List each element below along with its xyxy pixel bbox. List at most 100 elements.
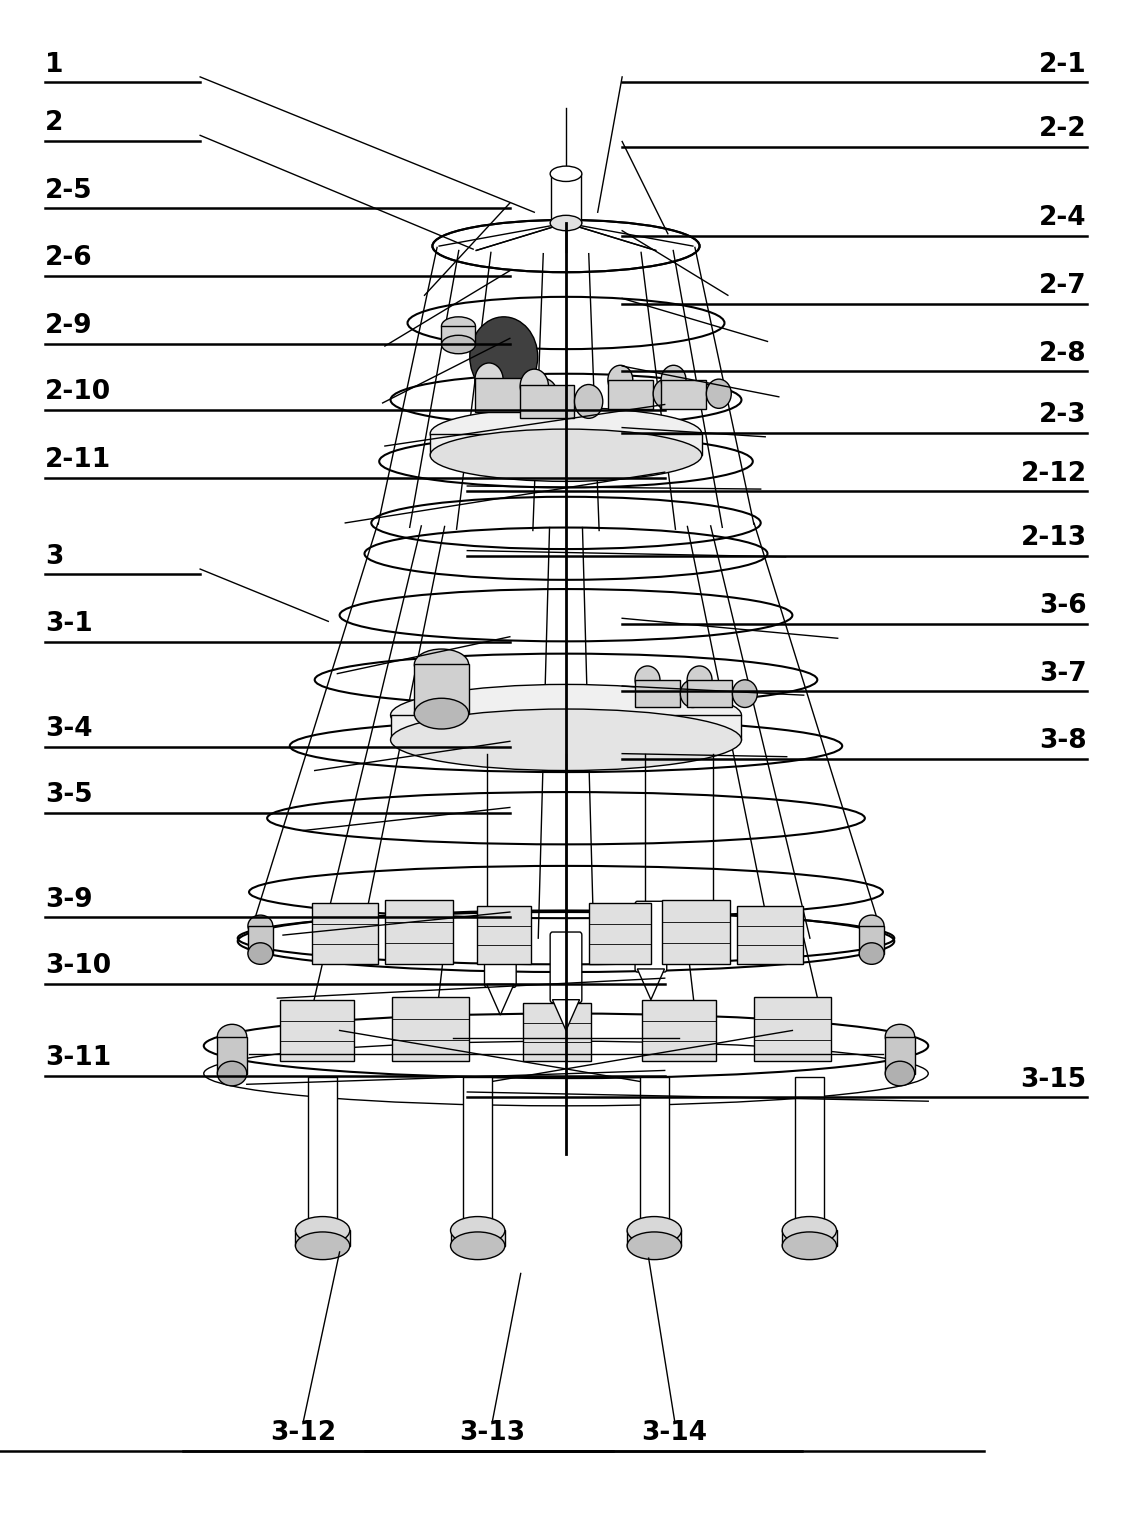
Ellipse shape — [661, 365, 686, 395]
Text: 2-5: 2-5 — [45, 178, 93, 203]
Ellipse shape — [687, 666, 712, 694]
FancyBboxPatch shape — [687, 680, 732, 707]
Text: 3-9: 3-9 — [45, 887, 93, 912]
Text: 3-6: 3-6 — [1039, 594, 1087, 618]
Polygon shape — [487, 984, 514, 1015]
FancyBboxPatch shape — [782, 1230, 837, 1246]
Ellipse shape — [520, 369, 548, 403]
FancyBboxPatch shape — [391, 715, 741, 740]
FancyBboxPatch shape — [550, 932, 582, 1003]
FancyBboxPatch shape — [217, 1037, 247, 1074]
Text: 2-2: 2-2 — [1039, 117, 1087, 141]
FancyBboxPatch shape — [392, 997, 469, 1061]
Text: 1: 1 — [45, 52, 63, 77]
Ellipse shape — [653, 378, 678, 409]
FancyBboxPatch shape — [551, 174, 581, 223]
Text: 3-15: 3-15 — [1021, 1067, 1087, 1092]
FancyBboxPatch shape — [635, 901, 667, 972]
FancyBboxPatch shape — [643, 1000, 717, 1061]
Ellipse shape — [732, 680, 757, 707]
FancyBboxPatch shape — [754, 997, 831, 1061]
FancyBboxPatch shape — [248, 926, 273, 954]
Text: 3-7: 3-7 — [1039, 661, 1087, 686]
Text: 2-9: 2-9 — [45, 314, 93, 338]
Ellipse shape — [248, 915, 273, 937]
Text: 2-6: 2-6 — [45, 246, 93, 271]
Ellipse shape — [217, 1061, 247, 1086]
FancyBboxPatch shape — [662, 900, 730, 964]
Text: 2: 2 — [45, 111, 63, 135]
Ellipse shape — [470, 317, 538, 397]
Ellipse shape — [248, 943, 273, 964]
Ellipse shape — [391, 709, 741, 771]
FancyBboxPatch shape — [451, 1230, 505, 1246]
FancyBboxPatch shape — [295, 1230, 350, 1246]
FancyBboxPatch shape — [477, 906, 531, 964]
Ellipse shape — [430, 408, 702, 460]
FancyBboxPatch shape — [441, 326, 475, 345]
Ellipse shape — [608, 365, 633, 395]
Ellipse shape — [295, 1232, 350, 1260]
FancyBboxPatch shape — [475, 378, 529, 412]
Polygon shape — [552, 1000, 580, 1030]
FancyBboxPatch shape — [523, 1003, 591, 1061]
Ellipse shape — [574, 384, 602, 418]
FancyBboxPatch shape — [385, 900, 453, 964]
FancyBboxPatch shape — [484, 917, 516, 987]
FancyBboxPatch shape — [312, 903, 378, 964]
Ellipse shape — [550, 166, 582, 181]
FancyBboxPatch shape — [308, 1077, 337, 1230]
Ellipse shape — [627, 1217, 681, 1244]
Ellipse shape — [451, 1217, 505, 1244]
Ellipse shape — [475, 363, 503, 397]
Ellipse shape — [451, 1232, 505, 1260]
Text: 2-7: 2-7 — [1039, 274, 1087, 298]
Ellipse shape — [441, 317, 475, 335]
Ellipse shape — [859, 915, 884, 937]
Text: 3-5: 3-5 — [45, 783, 93, 807]
Text: 3-4: 3-4 — [45, 717, 93, 741]
Ellipse shape — [859, 943, 884, 964]
FancyBboxPatch shape — [627, 1230, 681, 1246]
Ellipse shape — [635, 666, 660, 694]
Text: 3: 3 — [45, 544, 63, 569]
Text: 2-1: 2-1 — [1039, 52, 1087, 77]
Ellipse shape — [680, 680, 705, 707]
Text: 2-10: 2-10 — [45, 380, 111, 404]
FancyBboxPatch shape — [795, 1077, 824, 1230]
FancyBboxPatch shape — [430, 434, 702, 455]
Ellipse shape — [782, 1217, 837, 1244]
FancyBboxPatch shape — [640, 1077, 669, 1230]
Ellipse shape — [706, 378, 731, 409]
Ellipse shape — [391, 684, 741, 746]
Ellipse shape — [530, 378, 557, 412]
FancyBboxPatch shape — [661, 380, 706, 409]
FancyBboxPatch shape — [885, 1037, 915, 1074]
Text: 2-12: 2-12 — [1021, 461, 1087, 486]
Text: 3-8: 3-8 — [1039, 729, 1087, 754]
Ellipse shape — [885, 1061, 915, 1086]
FancyBboxPatch shape — [463, 1077, 492, 1230]
FancyBboxPatch shape — [414, 664, 469, 714]
Text: 3-11: 3-11 — [45, 1046, 112, 1070]
Ellipse shape — [550, 215, 582, 231]
Ellipse shape — [441, 335, 475, 354]
Text: 2-8: 2-8 — [1039, 341, 1087, 366]
FancyBboxPatch shape — [608, 380, 653, 409]
Text: 2-4: 2-4 — [1039, 206, 1087, 231]
FancyBboxPatch shape — [520, 384, 574, 418]
Text: 3-1: 3-1 — [45, 612, 93, 637]
Text: 3-12: 3-12 — [271, 1421, 336, 1446]
Text: 3-13: 3-13 — [460, 1421, 525, 1446]
Ellipse shape — [885, 1024, 915, 1049]
Text: 2-13: 2-13 — [1021, 526, 1087, 551]
Ellipse shape — [414, 698, 469, 729]
Text: 3-10: 3-10 — [45, 954, 111, 978]
Text: 2-11: 2-11 — [45, 448, 112, 472]
FancyBboxPatch shape — [859, 926, 884, 954]
Ellipse shape — [414, 649, 469, 680]
FancyBboxPatch shape — [590, 903, 652, 964]
Text: 2-3: 2-3 — [1039, 403, 1087, 428]
FancyBboxPatch shape — [635, 680, 680, 707]
Ellipse shape — [217, 1024, 247, 1049]
